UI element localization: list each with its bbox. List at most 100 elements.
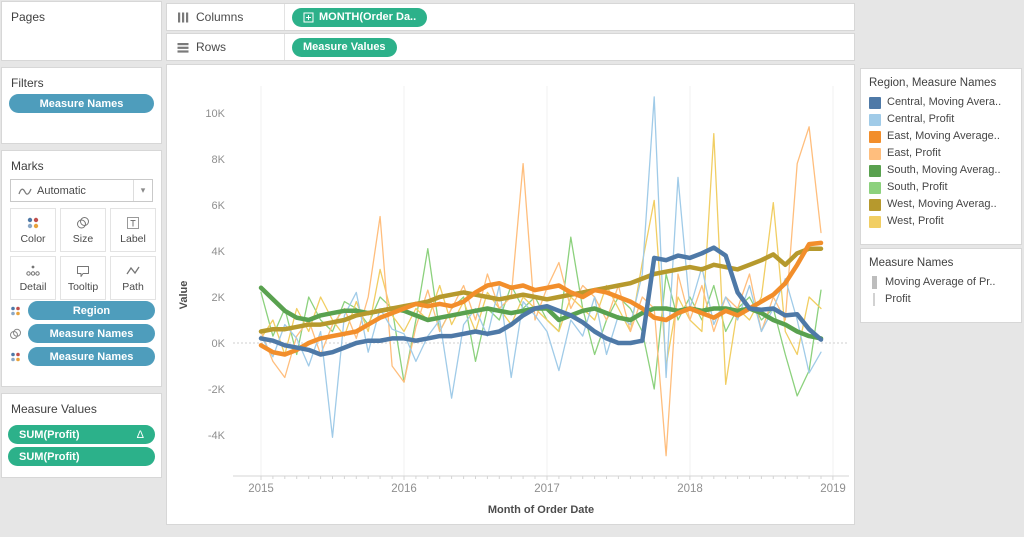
rows-shelf[interactable]: Rows Measure Values <box>166 33 855 61</box>
measure-values-pill-0[interactable]: SUM(Profit) Δ <box>8 425 155 444</box>
region-measure-legend: Region, Measure Names Central, Moving Av… <box>860 68 1022 245</box>
legend-item-label: South, Moving Averag.. <box>887 164 1001 176</box>
legend-item-label: West, Profit <box>887 215 944 227</box>
region-legend-items: Central, Moving Avera.. Central, Profit Ea… <box>861 94 1021 230</box>
y-tick-label: 4K <box>212 246 226 258</box>
measure-names-legend: Measure Names Moving Average of Pr.. Prof… <box>860 248 1022 323</box>
x-tick-label: 2019 <box>820 483 846 495</box>
detail-icon <box>26 265 40 276</box>
marks-pill-region[interactable]: Region <box>28 301 155 320</box>
series-line-west-profit[interactable] <box>260 133 822 386</box>
color-button[interactable]: Color <box>10 208 56 252</box>
columns-pill-area: MONTH(Order Da.. <box>285 4 854 30</box>
x-tick-label: 2017 <box>534 483 560 495</box>
legend-color-swatch <box>869 215 881 228</box>
y-tick-label: 0K <box>212 338 226 350</box>
pages-card[interactable]: Pages <box>1 1 162 61</box>
marks-card: Marks Automatic ▾ Color Size Label <box>1 150 162 387</box>
plus-box-icon <box>303 12 314 23</box>
path-button[interactable]: Path <box>110 256 156 300</box>
measure-values-pill-area: SUM(Profit) Δ SUM(Profit) <box>8 425 155 466</box>
region-legend-title: Region, Measure Names <box>869 77 997 89</box>
size-legend-item[interactable]: Profit <box>861 291 1021 308</box>
y-axis-title: Value <box>178 281 190 310</box>
color-icon <box>8 351 23 363</box>
filters-card: Filters Measure Names <box>1 67 162 144</box>
mark-buttons: Color Size Label Detail Tooltip Path <box>10 208 156 300</box>
profit-chart-svg[interactable]: 10K 8K 6K 4K 2K 0K -2K -4K 2015 2016 2017 2018 2019 V… <box>167 65 856 526</box>
line-mark-icon <box>18 186 32 196</box>
y-tick-label: 10K <box>205 108 225 120</box>
rows-pill-measure-values[interactable]: Measure Values <box>292 37 397 57</box>
filter-pill-measure-names-label: Measure Names <box>39 97 124 110</box>
color-icon <box>11 306 20 315</box>
chevron-down-icon[interactable]: ▾ <box>133 180 152 201</box>
legend-item[interactable]: Central, Profit <box>861 111 1021 128</box>
series-line-east-moving-average[interactable] <box>258 240 824 357</box>
size-button[interactable]: Size <box>60 208 106 252</box>
legend-color-swatch <box>869 198 881 211</box>
x-tick-label: 2016 <box>391 483 417 495</box>
color-icon <box>27 217 39 228</box>
legend-item[interactable]: Central, Moving Avera.. <box>861 94 1021 111</box>
legend-item[interactable]: East, Moving Average.. <box>861 128 1021 145</box>
tooltip-button[interactable]: Tooltip <box>60 256 106 300</box>
marks-pill-measure-names[interactable]: Measure Names <box>28 347 155 366</box>
pages-title: Pages <box>11 10 46 24</box>
legend-item-label: South, Profit <box>887 181 948 193</box>
measure-values-title: Measure Values <box>11 402 97 416</box>
series-line-central-moving-average[interactable] <box>258 245 824 357</box>
size-legend-item-label: Moving Average of Pr.. <box>885 276 996 288</box>
size-icon <box>10 328 21 339</box>
legend-item[interactable]: South, Moving Averag.. <box>861 162 1021 179</box>
mark-type-dropdown[interactable]: Automatic ▾ <box>10 179 153 202</box>
chart-card: 10K 8K 6K 4K 2K 0K -2K -4K 2015 2016 2017 2018 2019 V… <box>166 64 855 525</box>
marks-pill-measure-names[interactable]: Measure Names <box>28 324 155 343</box>
color-icon <box>11 352 20 361</box>
legend-item-label: Central, Profit <box>887 113 955 125</box>
columns-shelf[interactable]: Columns MONTH(Order Da.. <box>166 3 855 31</box>
marks-pill-region-label: Region <box>72 304 111 317</box>
label-button[interactable]: Label <box>110 208 156 252</box>
plus-box-icon <box>303 12 314 22</box>
marks-pill-row: Measure Names <box>8 347 155 366</box>
legend-item[interactable]: South, Profit <box>861 179 1021 196</box>
legend-item-label: West, Moving Averag.. <box>887 198 997 210</box>
filters-pill-area: Measure Names <box>2 94 161 113</box>
rows-shelf-label: Rows <box>167 34 285 60</box>
columns-pill-month-order-date-label: MONTH(Order Da.. <box>319 11 417 23</box>
line-size-icon <box>869 276 879 289</box>
marks-pill-area: Region Measure Names Measure Names <box>8 301 155 370</box>
legend-item[interactable]: West, Moving Averag.. <box>861 196 1021 213</box>
size-legend-item-label: Profit <box>885 293 911 305</box>
legend-item[interactable]: East, Profit <box>861 145 1021 162</box>
measure-values-pill-1-label: SUM(Profit) <box>19 450 80 463</box>
y-tick-label: -2K <box>208 384 226 396</box>
marks-title: Marks <box>11 159 44 173</box>
size-legend-item[interactable]: Moving Average of Pr.. <box>861 274 1021 291</box>
label-icon <box>127 216 139 229</box>
measure-values-pill-0-label: SUM(Profit) <box>19 428 80 441</box>
marks-pill-measure-names-label: Measure Names <box>49 350 134 363</box>
legend-item[interactable]: West, Profit <box>861 213 1021 230</box>
legend-item-label: Central, Moving Avera.. <box>887 96 1002 108</box>
tooltip-icon <box>77 265 89 277</box>
detail-button[interactable]: Detail <box>10 256 56 300</box>
columns-icon <box>178 12 189 22</box>
measure-names-legend-items: Moving Average of Pr.. Profit <box>861 274 1021 308</box>
legend-color-swatch <box>869 130 881 143</box>
rows-icon <box>177 42 189 53</box>
columns-shelf-label: Columns <box>167 4 285 30</box>
filter-pill-measure-names[interactable]: Measure Names <box>9 94 154 113</box>
x-tick-label: 2018 <box>677 483 703 495</box>
x-axis-title: Month of Order Date <box>488 504 594 516</box>
columns-pill-month-order-date[interactable]: MONTH(Order Da.. <box>292 7 428 27</box>
series-line-central-profit[interactable] <box>260 96 822 438</box>
measure-values-pill-1[interactable]: SUM(Profit) <box>8 447 155 466</box>
y-tick-label: 2K <box>212 292 226 304</box>
filters-title: Filters <box>11 76 44 90</box>
legend-color-swatch <box>869 96 881 109</box>
legend-color-swatch <box>869 147 881 160</box>
mark-type-value: Automatic <box>37 184 86 197</box>
